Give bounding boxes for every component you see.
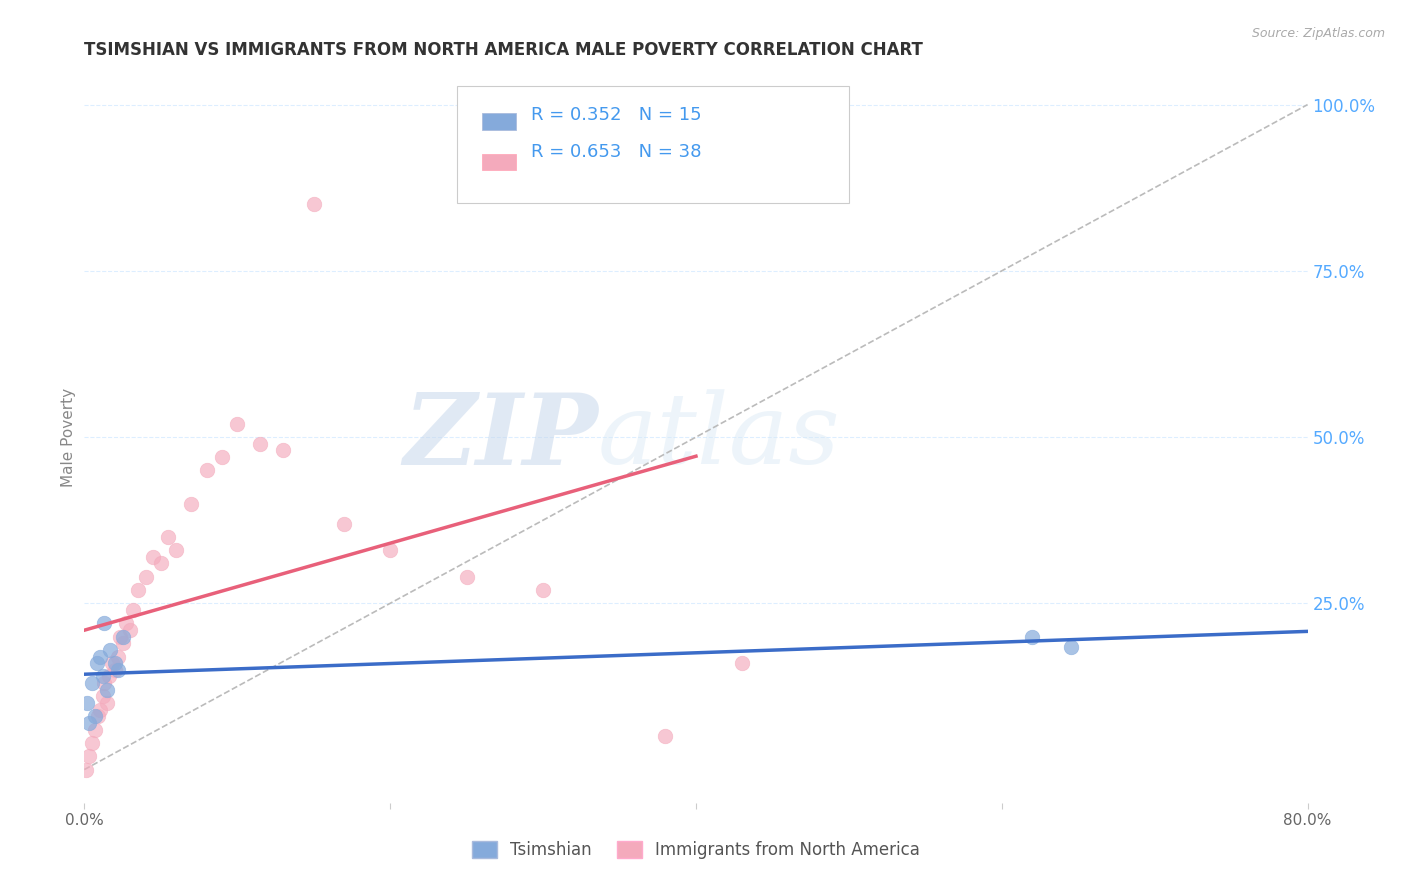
Point — [93, 616, 115, 631]
Point — [75, 763, 97, 777]
Text: TSIMSHIAN VS IMMIGRANTS FROM NORTH AMERICA MALE POVERTY CORRELATION CHART: TSIMSHIAN VS IMMIGRANTS FROM NORTH AMERI… — [84, 41, 924, 59]
Text: Source: ZipAtlas.com: Source: ZipAtlas.com — [1251, 27, 1385, 40]
Point — [165, 543, 187, 558]
Point — [149, 557, 172, 571]
Point — [104, 656, 127, 670]
Point — [77, 749, 100, 764]
Point — [135, 570, 157, 584]
Point — [86, 656, 108, 670]
Point — [302, 197, 325, 211]
Point — [114, 616, 136, 631]
Point — [87, 709, 110, 723]
Point — [98, 643, 121, 657]
FancyBboxPatch shape — [482, 153, 516, 170]
Point — [120, 623, 142, 637]
Point — [1021, 630, 1043, 644]
Point — [226, 417, 249, 431]
Point — [180, 497, 202, 511]
Text: atlas: atlas — [598, 390, 841, 484]
Point — [84, 709, 107, 723]
FancyBboxPatch shape — [482, 113, 516, 130]
Point — [104, 663, 127, 677]
Point — [80, 676, 103, 690]
Point — [89, 649, 111, 664]
FancyBboxPatch shape — [457, 86, 849, 203]
Point — [111, 630, 134, 644]
Point — [249, 436, 271, 450]
Point — [76, 696, 98, 710]
Point — [333, 516, 356, 531]
Point — [93, 676, 115, 690]
Point — [80, 736, 103, 750]
Point — [211, 450, 233, 464]
Point — [91, 690, 114, 704]
Point — [96, 696, 118, 710]
Point — [157, 530, 180, 544]
Point — [731, 656, 754, 670]
Point — [609, 184, 631, 198]
Point — [122, 603, 145, 617]
Point — [84, 723, 107, 737]
Point — [107, 649, 129, 664]
Text: ZIP: ZIP — [404, 389, 598, 485]
Point — [271, 443, 294, 458]
Point — [1059, 640, 1081, 654]
Point — [456, 570, 478, 584]
Text: R = 0.352   N = 15: R = 0.352 N = 15 — [531, 106, 702, 124]
Y-axis label: Male Poverty: Male Poverty — [60, 387, 76, 487]
Point — [91, 669, 114, 683]
Point — [111, 636, 134, 650]
Point — [127, 582, 149, 597]
Point — [101, 656, 124, 670]
Point — [97, 669, 120, 683]
Point — [654, 729, 676, 743]
Point — [89, 703, 111, 717]
Point — [380, 543, 402, 558]
Point — [142, 549, 165, 564]
Point — [77, 716, 100, 731]
Text: R = 0.653   N = 38: R = 0.653 N = 38 — [531, 143, 702, 161]
Point — [195, 463, 218, 477]
Point — [96, 682, 118, 697]
Point — [531, 582, 554, 597]
Point — [108, 630, 131, 644]
Point — [107, 663, 129, 677]
Legend: Tsimshian, Immigrants from North America: Tsimshian, Immigrants from North America — [464, 833, 928, 868]
